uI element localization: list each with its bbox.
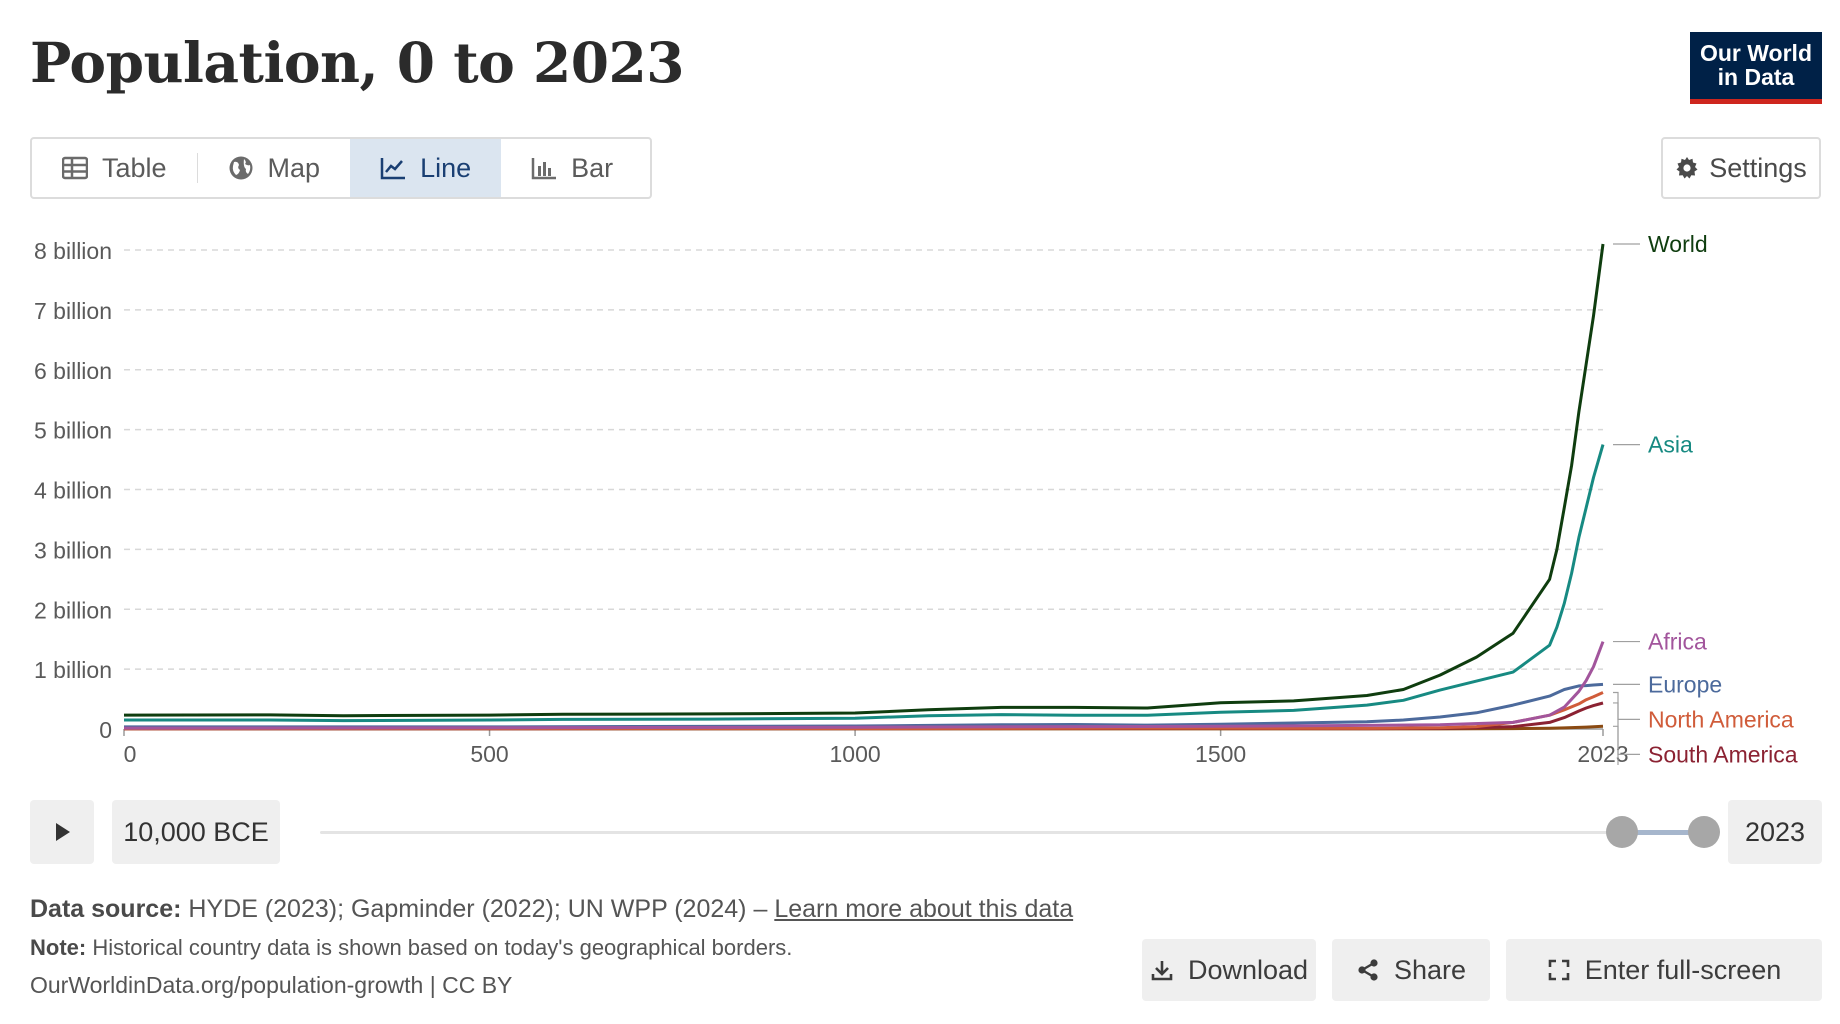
series-line-europe bbox=[124, 682, 1604, 729]
download-icon bbox=[1151, 961, 1173, 981]
tab-line[interactable]: Line bbox=[350, 139, 502, 197]
legend-label-asia: Asia bbox=[1648, 432, 1693, 458]
x-axis: 0 500 1000 1500 2023 bbox=[123, 728, 1629, 765]
settings-label: Settings bbox=[1709, 152, 1807, 183]
y-tick-label: 4 billion bbox=[34, 478, 112, 504]
globe-icon bbox=[229, 156, 253, 180]
chart-legend: World Asia Africa Europe North America South … bbox=[1613, 231, 1798, 765]
population-line-chart: 0 1 billion 2 billion 3 billion 4 billion 5 b… bbox=[34, 231, 1798, 765]
legend-label-north-america: North America bbox=[1648, 706, 1794, 732]
settings-button[interactable]: Settings bbox=[1661, 137, 1821, 199]
play-button[interactable] bbox=[30, 800, 94, 864]
fullscreen-label: Enter full-screen bbox=[1584, 954, 1782, 985]
y-tick-label: 0 bbox=[99, 717, 112, 743]
y-tick-label: 3 billion bbox=[34, 537, 112, 563]
timeline-start-handle[interactable] bbox=[1605, 816, 1638, 848]
owid-logo[interactable]: Our World in Data bbox=[1690, 32, 1822, 104]
x-tick-label: 1500 bbox=[1195, 741, 1246, 765]
legend-label-europe: Europe bbox=[1648, 671, 1722, 697]
series-line-world bbox=[123, 243, 1605, 718]
timeline-start-year[interactable]: 10,000 BCE bbox=[112, 800, 280, 864]
timeline-selected-range bbox=[1621, 830, 1704, 835]
y-tick-label: 6 billion bbox=[34, 358, 112, 384]
logo-line-2: in Data bbox=[1717, 64, 1795, 90]
tab-map-label: Map bbox=[267, 152, 321, 183]
y-tick-label: 2 billion bbox=[34, 597, 112, 623]
tab-map[interactable]: Map bbox=[198, 139, 351, 197]
logo-line-1: Our World bbox=[1699, 40, 1812, 66]
chart-grid bbox=[124, 249, 1603, 670]
tab-table[interactable]: Table bbox=[32, 139, 197, 197]
chart-series bbox=[123, 243, 1605, 731]
tab-bar[interactable]: Bar bbox=[501, 139, 643, 197]
download-label: Download bbox=[1187, 954, 1309, 985]
page-title: Population, 0 to 2023 bbox=[30, 30, 685, 95]
fullscreen-button[interactable]: Enter full-screen bbox=[1506, 939, 1822, 1001]
x-tick-label: 0 bbox=[124, 741, 137, 765]
tab-divider bbox=[196, 153, 198, 183]
timeline-controls: 10,000 BCE 2023 bbox=[30, 800, 1822, 864]
source-url[interactable]: OurWorldinData.org/population-growth | C… bbox=[30, 972, 513, 998]
download-button[interactable]: Download bbox=[1142, 939, 1316, 1001]
table-icon bbox=[62, 156, 88, 180]
timeline-track[interactable] bbox=[320, 831, 1720, 834]
bar-chart-icon bbox=[531, 158, 557, 180]
x-tick-label: 500 bbox=[470, 741, 508, 765]
legend-connector bbox=[1613, 725, 1619, 765]
x-tick-label: 2023 bbox=[1577, 741, 1628, 765]
timeline-end-year[interactable]: 2023 bbox=[1728, 800, 1822, 864]
tab-line-label: Line bbox=[420, 152, 472, 183]
source-label: Data source: bbox=[30, 895, 182, 923]
share-button[interactable]: Share bbox=[1332, 939, 1490, 1001]
y-tick-label: 8 billion bbox=[34, 238, 112, 264]
series-line-asia bbox=[124, 444, 1605, 723]
source-text: HYDE (2023); Gapminder (2022); UN WPP (2… bbox=[188, 895, 768, 923]
x-tick-label: 1000 bbox=[830, 741, 881, 765]
data-source: Data source: HYDE (2023); Gapminder (202… bbox=[30, 895, 1073, 924]
tab-table-label: Table bbox=[102, 152, 167, 183]
play-icon bbox=[56, 823, 70, 841]
note-text: Historical country data is shown based o… bbox=[92, 935, 793, 960]
share-label: Share bbox=[1393, 954, 1467, 985]
chart-type-tabs: Table Map Line Bar bbox=[30, 137, 652, 199]
gear-icon bbox=[1676, 157, 1698, 179]
y-tick-label: 5 billion bbox=[34, 418, 112, 444]
y-axis: 0 1 billion 2 billion 3 billion 4 billion 5 b… bbox=[34, 238, 112, 743]
tab-bar-label: Bar bbox=[571, 152, 614, 183]
line-chart-icon bbox=[380, 158, 406, 180]
fullscreen-icon bbox=[1548, 959, 1570, 981]
data-note: Note: Historical country data is shown b… bbox=[30, 935, 792, 961]
legend-label-south-america: South America bbox=[1648, 741, 1798, 765]
y-tick-label: 7 billion bbox=[34, 298, 112, 324]
series-line-africa bbox=[123, 641, 1605, 730]
series-line-north-america bbox=[123, 691, 1604, 731]
legend-label-africa: Africa bbox=[1648, 629, 1707, 655]
timeline-end-handle[interactable] bbox=[1688, 816, 1720, 848]
learn-more-link[interactable]: Learn more about this data bbox=[774, 895, 1074, 923]
legend-connector bbox=[1613, 691, 1640, 720]
note-label: Note: bbox=[30, 935, 87, 960]
share-icon bbox=[1358, 959, 1378, 981]
legend-label-world: World bbox=[1648, 231, 1708, 257]
y-tick-label: 1 billion bbox=[34, 657, 112, 683]
